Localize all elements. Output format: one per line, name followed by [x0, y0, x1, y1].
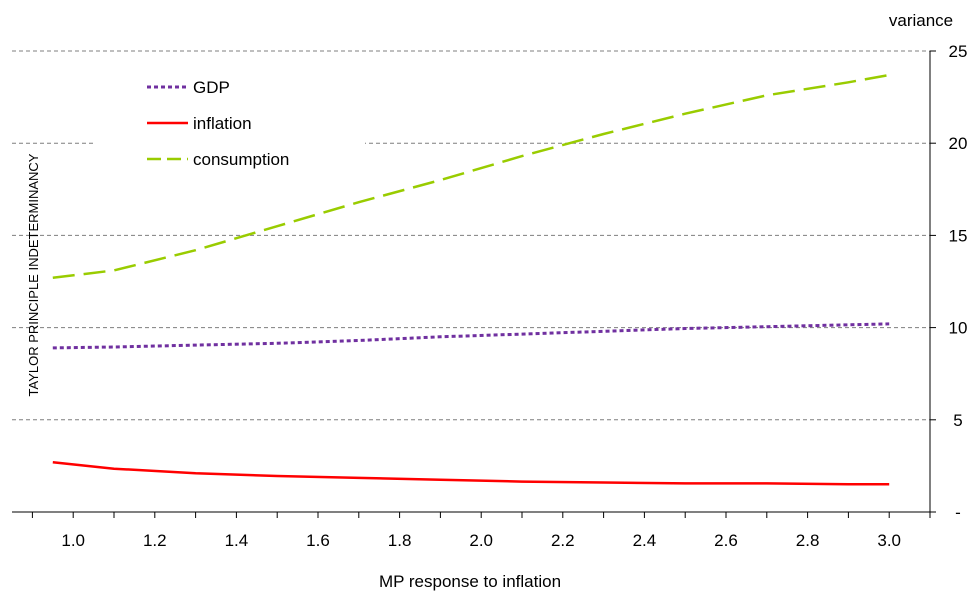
x-tick-label: 1.4: [225, 531, 249, 550]
series-line-GDP: [52, 322, 890, 350]
legend-label: GDP: [193, 78, 230, 97]
y-tick-label: 20: [949, 134, 968, 153]
y-tick-label: 15: [949, 226, 968, 245]
series-line-consumption: [52, 73, 890, 280]
legend-label: consumption: [193, 150, 289, 169]
series-line-inflation: [52, 460, 890, 486]
x-tick-label: 2.2: [551, 531, 575, 550]
legend-label: inflation: [193, 114, 252, 133]
series-layer: [52, 73, 890, 486]
x-tick-label: 1.2: [143, 531, 167, 550]
x-axis-title: MP response to inflation: [379, 572, 561, 591]
x-tick-label: 1.8: [388, 531, 412, 550]
legend-background: [95, 68, 365, 180]
x-tick-label: 1.6: [306, 531, 330, 550]
y-axis-title: variance: [889, 11, 953, 30]
x-tick-label: 2.8: [796, 531, 820, 550]
y-tick-label: -: [955, 503, 961, 522]
x-tick-label: 1.0: [61, 531, 85, 550]
y-tick-label: 25: [949, 42, 968, 61]
y-tick-label: 5: [953, 411, 962, 430]
y-tick-label: 10: [949, 319, 968, 338]
vertical-note: TAYLOR PRINCIPLE INDETERMINANCY: [26, 153, 41, 396]
x-tick-label: 2.4: [633, 531, 657, 550]
axis-layer: - 5 10 15 20 25 1.0 1.2 1.4 1.6 1.8 2.0 2.2 2.4 2.6 2.8…: [12, 42, 967, 550]
x-tick-label: 2.0: [469, 531, 493, 550]
x-tick-label: 3.0: [877, 531, 901, 550]
x-tick-label: 2.6: [714, 531, 738, 550]
legend: GDP inflation consumption: [95, 68, 365, 180]
